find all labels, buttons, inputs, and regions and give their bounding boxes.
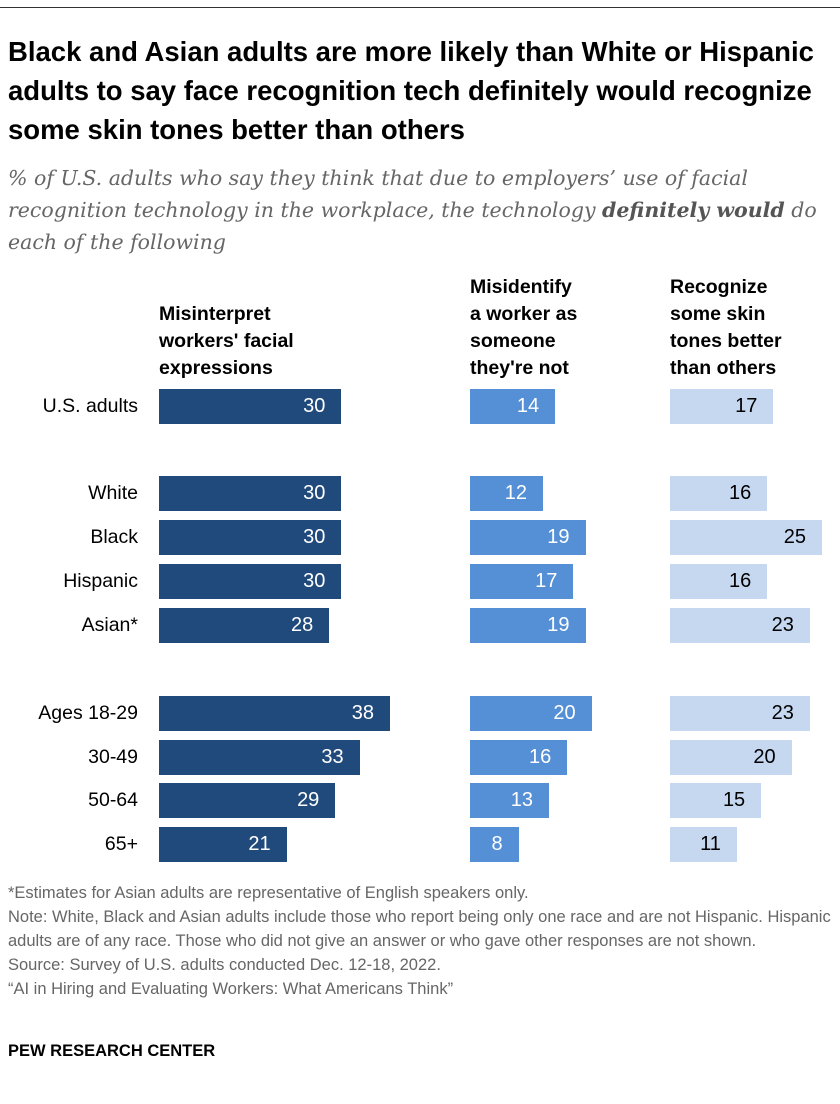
data-label: 19 — [547, 614, 570, 636]
footnote-source: Source: Survey of U.S. adults conducted … — [8, 956, 441, 974]
row-label: Black — [90, 526, 138, 548]
column-header-line: Misinterpret — [159, 303, 271, 325]
column-header-2: Misidentify a worker as someone they're not — [470, 274, 577, 382]
data-label: 23 — [771, 614, 794, 636]
column-header-3: Recognize some skin tones better than other… — [670, 274, 782, 382]
column-header-line: than others — [670, 357, 777, 379]
data-label: 33 — [321, 746, 344, 768]
subtitle-emphasis: definitely would — [602, 198, 785, 222]
column-header-line: someone — [470, 330, 556, 352]
data-label: 23 — [771, 702, 794, 724]
row-label: Hispanic — [63, 570, 138, 592]
column-header-line: workers' facial — [159, 330, 294, 352]
data-label: 17 — [535, 570, 558, 592]
footnote-note: Note: White, Black and Asian adults incl… — [8, 908, 831, 950]
column-header-line: a worker as — [470, 303, 578, 325]
data-label: 14 — [516, 395, 540, 417]
column-header-line: tones better — [670, 330, 782, 352]
bar-series3 — [670, 740, 792, 775]
column-header-line: Misidentify — [470, 276, 572, 298]
bar-series1 — [159, 564, 342, 599]
subtitle-text-end: do each of the following — [8, 198, 817, 254]
bar-series1 — [159, 608, 330, 643]
footnotes: *Estimates for Asian adults are represen… — [8, 881, 833, 1001]
column-header-line: expressions — [159, 357, 273, 379]
chart-subtitle: % of U.S. adults who say they think that… — [8, 162, 838, 258]
data-label: 30 — [303, 570, 326, 592]
data-label: 30 — [303, 395, 326, 417]
bar-series3 — [670, 476, 768, 511]
data-label: 20 — [553, 702, 576, 724]
data-label: 16 — [529, 746, 552, 768]
bar-series3 — [670, 608, 810, 643]
row-label: 30-49 — [88, 746, 138, 768]
data-label: 17 — [735, 395, 758, 417]
bar-series2 — [470, 783, 550, 818]
data-label: 8 — [491, 833, 503, 855]
top-rule — [0, 7, 840, 8]
footnote-report: “AI in Hiring and Evaluating Workers: Wh… — [8, 980, 454, 998]
data-label: 28 — [290, 614, 314, 636]
column-header-line: Recognize — [670, 276, 768, 298]
bar-series1 — [159, 389, 342, 424]
bar-series1 — [159, 783, 336, 818]
data-label: 11 — [700, 833, 721, 855]
row-label: White — [88, 482, 138, 504]
bar-series2 — [470, 827, 519, 862]
data-label: 30 — [303, 482, 326, 504]
data-label: 30 — [303, 526, 326, 548]
row-label: 65+ — [104, 833, 138, 855]
row-label: Asian* — [81, 614, 138, 636]
bar-series2 — [470, 564, 574, 599]
bar-series2 — [470, 476, 543, 511]
bar-series1 — [159, 827, 287, 862]
bar-series2 — [470, 520, 586, 555]
data-label: 38 — [351, 702, 375, 724]
bar-series3 — [670, 520, 822, 555]
data-label: 20 — [753, 746, 776, 768]
bar-series1 — [159, 696, 391, 731]
data-label: 12 — [504, 482, 527, 504]
data-label: 19 — [547, 526, 570, 548]
bar-series3 — [670, 389, 774, 424]
pew-logo: PEW RESEARCH CENTER — [8, 1042, 216, 1060]
bar-series3 — [670, 783, 762, 818]
bar-series1 — [159, 476, 342, 511]
data-label: 16 — [729, 482, 752, 504]
row-label: U.S. adults — [42, 395, 138, 417]
bar-series3 — [670, 827, 737, 862]
bar-series2 — [470, 608, 586, 643]
data-label: 29 — [297, 789, 320, 811]
data-label: 16 — [729, 570, 752, 592]
bar-series1 — [159, 520, 342, 555]
bar-series1 — [159, 740, 360, 775]
footnote-asian: *Estimates for Asian adults are represen… — [8, 884, 529, 902]
bar-series3 — [670, 696, 810, 731]
column-header-1: Misinterpret workers' facial expressions — [159, 301, 294, 382]
data-label: 15 — [722, 789, 746, 811]
bar-series2 — [470, 389, 556, 424]
bar-series2 — [470, 696, 592, 731]
data-label: 21 — [248, 833, 271, 855]
chart-title: Black and Asian adults are more likely t… — [8, 36, 814, 145]
data-label: 13 — [510, 789, 534, 811]
row-label: 50-64 — [88, 789, 138, 811]
column-header-line: some skin — [670, 303, 766, 325]
subtitle-text: % of U.S. adults who say they think that… — [8, 166, 748, 222]
data-label: 25 — [783, 526, 806, 548]
bar-series3 — [670, 564, 768, 599]
bar-series2 — [470, 740, 568, 775]
row-label: Ages 18-29 — [38, 702, 138, 724]
column-header-line: they're not — [470, 357, 569, 379]
